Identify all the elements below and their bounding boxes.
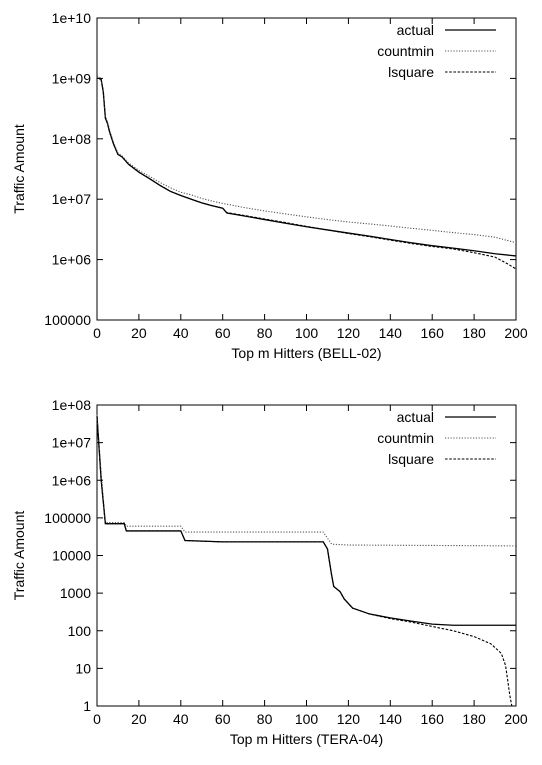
y-axis-label: Traffic Amount [11, 511, 27, 601]
y-tick-label: 1e+06 [52, 252, 92, 268]
x-tick-label: 60 [215, 711, 231, 727]
series-line-countmin [96, 414, 517, 547]
y-tick-label: 1000 [60, 585, 91, 601]
series-line-lsquare [96, 416, 513, 707]
x-tick-label: 100 [295, 711, 319, 727]
series-line-actual [97, 77, 517, 257]
x-tick-label: 80 [257, 711, 273, 727]
legend-label-actual: actual [397, 22, 434, 38]
chart-1: 0 20 40 60 80 100 120 140 160 180 200 100000 1e+06 1e… [11, 10, 528, 361]
x-tick-label: 200 [504, 325, 528, 341]
y-tick-label: 10 [75, 660, 91, 676]
x-tick-label: 120 [337, 325, 361, 341]
y-tick-label: 100000 [44, 510, 91, 526]
legend-label-lsquare: lsquare [388, 64, 434, 80]
x-axis-label: Top m Hitters (BELL-02) [231, 345, 381, 361]
y-axis-label: Traffic Amount [11, 124, 27, 214]
y-tick-label: 1e+08 [52, 131, 92, 147]
x-tick-label: 40 [173, 711, 189, 727]
y-tick-label: 1e+06 [52, 472, 92, 488]
series-line-countmin [96, 75, 517, 244]
y-tick-label: 1e+07 [52, 435, 92, 451]
legend-label-countmin: countmin [377, 430, 434, 446]
x-tick-label: 0 [93, 711, 101, 727]
plot-frame [96, 17, 517, 321]
legend-label-actual: actual [397, 409, 434, 425]
legend-label-countmin: countmin [377, 43, 434, 59]
x-tick-label: 0 [93, 325, 101, 341]
x-tick-label: 60 [215, 325, 231, 341]
y-tick-label: 1e+09 [52, 70, 92, 86]
x-tick-label: 140 [379, 325, 403, 341]
y-tick-label: 1 [83, 698, 91, 714]
y-tick-label: 100000 [44, 312, 91, 328]
y-tick-label: 1e+07 [52, 191, 92, 207]
x-tick-label: 100 [295, 325, 319, 341]
plot-frame [96, 404, 517, 707]
chart-2: 0 20 40 60 80 100 120 140 160 180 200 1 10 100 1000 100… [11, 397, 528, 747]
x-tick-label: 180 [462, 325, 486, 341]
legend-label-lsquare: lsquare [388, 451, 434, 467]
y-tick-label: 1e+08 [52, 397, 92, 413]
x-tick-label: 160 [421, 325, 445, 341]
x-tick-label: 140 [379, 711, 403, 727]
x-tick-label: 20 [131, 325, 147, 341]
x-tick-label: 180 [462, 711, 486, 727]
series-line-actual [96, 416, 516, 626]
series-line-lsquare [97, 77, 517, 270]
x-tick-label: 40 [173, 325, 189, 341]
x-tick-label: 80 [257, 325, 273, 341]
x-tick-label: 160 [421, 711, 445, 727]
x-tick-label: 120 [337, 711, 361, 727]
x-axis-label: Top m Hitters (TERA-04) [230, 731, 383, 747]
y-tick-label: 1e+10 [52, 10, 92, 26]
x-tick-label: 20 [131, 711, 147, 727]
x-tick-label: 200 [504, 711, 528, 727]
y-tick-label: 100 [68, 623, 92, 639]
y-tick-label: 10000 [52, 548, 91, 564]
